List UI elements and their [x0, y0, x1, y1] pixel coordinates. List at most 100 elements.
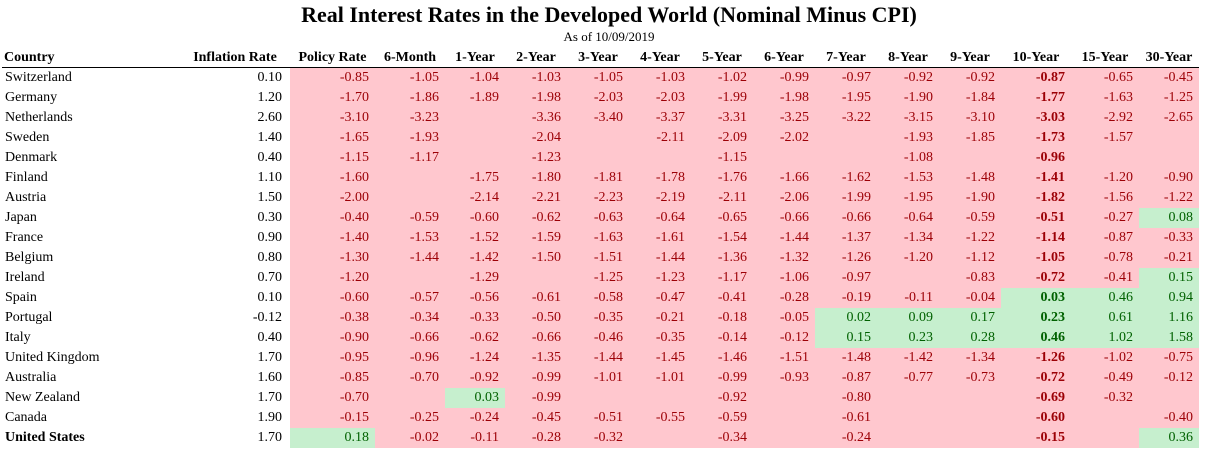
column-header: Policy Rate: [290, 49, 375, 68]
rate-cell: -0.61: [815, 408, 877, 428]
table-row: Austria 1.50 -2.00 -2.14 -2.21 -2.23 -2.19 -2.1…: [2, 188, 1199, 208]
rate-cell: 0.23: [1001, 308, 1071, 328]
rate-cell: -0.87: [815, 368, 877, 388]
rate-cell: -1.75: [445, 168, 505, 188]
rate-cell: -2.09: [691, 128, 753, 148]
rate-cell: -1.15: [691, 148, 753, 168]
table-row: Canada 1.90 -0.15 -0.25 -0.24 -0.45 -0.51 -0.55…: [2, 408, 1199, 428]
country-cell: Portugal: [5, 310, 53, 325]
rate-cell: [877, 268, 939, 288]
inflation-cell: 0.70: [257, 270, 283, 285]
rate-cell: -1.34: [877, 228, 939, 248]
rate-cell: -1.50: [505, 248, 567, 268]
rate-cell: -0.59: [939, 208, 1001, 228]
column-header: 5-Year: [691, 49, 753, 68]
rate-cell: -3.40: [567, 108, 629, 128]
rate-cell: -1.48: [939, 168, 1001, 188]
rate-cell: -0.49: [1071, 368, 1139, 388]
rate-cell: -0.90: [1139, 168, 1199, 188]
rate-cell: -0.97: [815, 268, 877, 288]
rate-cell: [877, 408, 939, 428]
rate-cell: -0.65: [691, 208, 753, 228]
country-cell: Switzerland: [5, 70, 72, 85]
rate-cell: -0.62: [505, 208, 567, 228]
rate-cell: -1.05: [375, 67, 445, 88]
rate-cell: -0.51: [567, 408, 629, 428]
rate-cell: -0.95: [290, 348, 375, 368]
rate-cell: -1.56: [1071, 188, 1139, 208]
rate-cell: -1.66: [753, 168, 815, 188]
rate-cell: -1.23: [505, 148, 567, 168]
rate-cell: -0.85: [290, 368, 375, 388]
rate-cell: [629, 428, 691, 448]
rate-cell: -0.14: [691, 328, 753, 348]
rate-cell: -0.69: [1001, 388, 1071, 408]
rate-cell: -0.93: [753, 368, 815, 388]
inflation-cell: 0.80: [257, 250, 283, 265]
country-cell: Italy: [5, 330, 31, 345]
rate-cell: -0.41: [691, 288, 753, 308]
rate-cell: -1.51: [753, 348, 815, 368]
rate-cell: -0.59: [375, 208, 445, 228]
column-header: 6-Month: [375, 49, 445, 68]
rate-cell: [629, 388, 691, 408]
rate-cell: -1.65: [290, 128, 375, 148]
rate-cell: -3.10: [290, 108, 375, 128]
rate-cell: -0.50: [505, 308, 567, 328]
rate-cell: [1071, 148, 1139, 168]
table-row: Switzerland 0.10 -0.85 -1.05 -1.04 -1.03 -1.05…: [2, 67, 1199, 88]
rate-cell: 0.28: [939, 328, 1001, 348]
chart-title: Real Interest Rates in the Developed Wor…: [301, 2, 917, 27]
rate-cell: -0.27: [1071, 208, 1139, 228]
rate-cell: -1.48: [815, 348, 877, 368]
column-header: 1-Year: [445, 49, 505, 68]
rate-cell: -0.66: [815, 208, 877, 228]
table-row: New Zealand 1.70 -0.70 0.03 -0.99 -0.92 -0.80 -…: [2, 388, 1199, 408]
rate-cell: -1.86: [375, 88, 445, 108]
rate-cell: [815, 148, 877, 168]
rate-cell: [877, 428, 939, 448]
rate-cell: -0.32: [1071, 388, 1139, 408]
rate-cell: -1.42: [445, 248, 505, 268]
rate-cell: -1.44: [629, 248, 691, 268]
rate-cell: [753, 408, 815, 428]
rate-cell: -1.90: [877, 88, 939, 108]
column-header: 3-Year: [567, 49, 629, 68]
rate-cell: -0.38: [290, 308, 375, 328]
rate-cell: -0.34: [375, 308, 445, 328]
table-row: Australia 1.60 -0.85 -0.70 -0.92 -0.99 -1.01 -1…: [2, 368, 1199, 388]
table-row: Belgium 0.80 -1.30 -1.44 -1.42 -1.50 -1.51 -1.4…: [2, 248, 1199, 268]
rate-cell: -1.05: [1001, 248, 1071, 268]
rate-cell: -0.33: [1139, 228, 1199, 248]
rate-cell: -0.66: [753, 208, 815, 228]
rate-cell: -0.62: [445, 328, 505, 348]
rate-cell: -2.03: [567, 88, 629, 108]
rate-cell: -3.03: [1001, 108, 1071, 128]
rate-cell: -0.60: [290, 288, 375, 308]
rate-cell: [375, 388, 445, 408]
rate-cell: 0.15: [815, 328, 877, 348]
rate-cell: -0.32: [567, 428, 629, 448]
rate-cell: [1071, 408, 1139, 428]
table-row: Japan 0.30 -0.40 -0.59 -0.60 -0.62 -0.63 -0.64-…: [2, 208, 1199, 228]
rate-cell: [375, 188, 445, 208]
rate-cell: -0.47: [629, 288, 691, 308]
rate-cell: -2.21: [505, 188, 567, 208]
rate-cell: -1.23: [629, 268, 691, 288]
table-row: Netherlands 2.60 -3.10 -3.23 -3.36 -3.40 -3.37…: [2, 108, 1199, 128]
rate-cell: 0.94: [1139, 288, 1199, 308]
rate-cell: -1.22: [939, 228, 1001, 248]
table-row: Finland 1.10 -1.60 -1.75 -1.80 -1.81 -1.78 -1.7…: [2, 168, 1199, 188]
rate-cell: -0.70: [290, 388, 375, 408]
rate-cell: [567, 148, 629, 168]
rate-cell: -1.63: [1071, 88, 1139, 108]
country-cell: Germany: [5, 90, 58, 105]
country-cell: Sweden: [5, 130, 50, 145]
column-header: 15-Year: [1071, 49, 1139, 68]
rate-cell: -0.96: [375, 348, 445, 368]
rate-cell: 0.03: [1001, 288, 1071, 308]
rate-cell: [375, 168, 445, 188]
rate-cell: -3.22: [815, 108, 877, 128]
rate-cell: [753, 388, 815, 408]
